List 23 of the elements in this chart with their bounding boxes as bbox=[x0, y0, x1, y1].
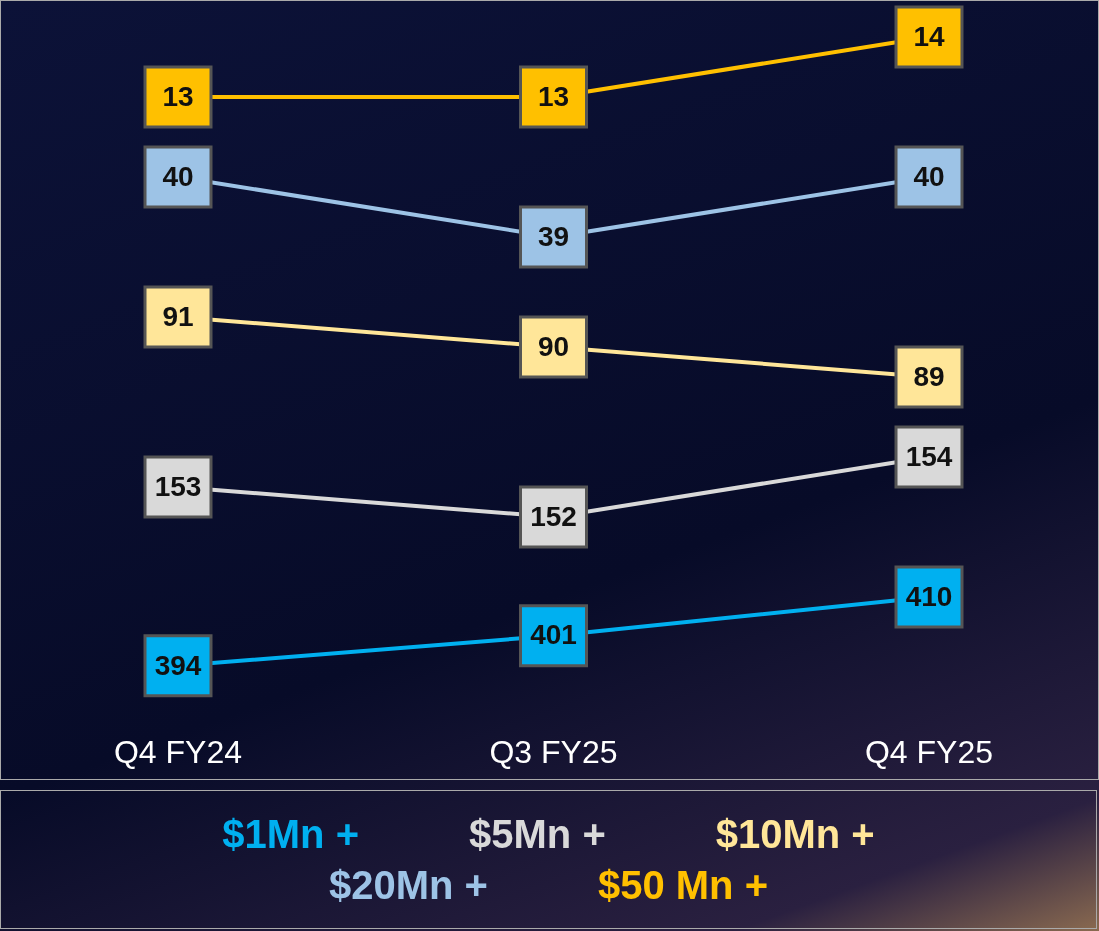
data-label: 401 bbox=[530, 619, 577, 651]
x-tick-label: Q3 FY25 bbox=[489, 734, 618, 771]
text: $5Mn + bbox=[469, 811, 606, 857]
data-label: 40 bbox=[162, 160, 194, 192]
data-label: 39 bbox=[537, 220, 570, 252]
data-label: 91 bbox=[162, 300, 194, 332]
text: $1Mn + bbox=[222, 811, 360, 857]
text: $20Mn + bbox=[328, 862, 488, 908]
x-tick-label: Q4 FY24 bbox=[113, 734, 243, 771]
data-label: 13 bbox=[162, 80, 194, 112]
data-label: 394 bbox=[154, 649, 202, 681]
data-label: 154 bbox=[905, 440, 953, 472]
data-label: 40 bbox=[913, 160, 945, 192]
text: $50 Mn + bbox=[597, 862, 769, 908]
x-tick-label: Q4 FY25 bbox=[864, 734, 994, 771]
data-label: 14 bbox=[913, 20, 945, 52]
data-label: 152 bbox=[530, 500, 577, 532]
data-label: 410 bbox=[905, 580, 953, 612]
data-label: 153 bbox=[154, 470, 202, 502]
text: $10Mn + bbox=[715, 811, 875, 857]
data-label: 89 bbox=[913, 360, 945, 392]
data-label: 90 bbox=[537, 330, 570, 362]
data-label: 13 bbox=[537, 80, 570, 112]
